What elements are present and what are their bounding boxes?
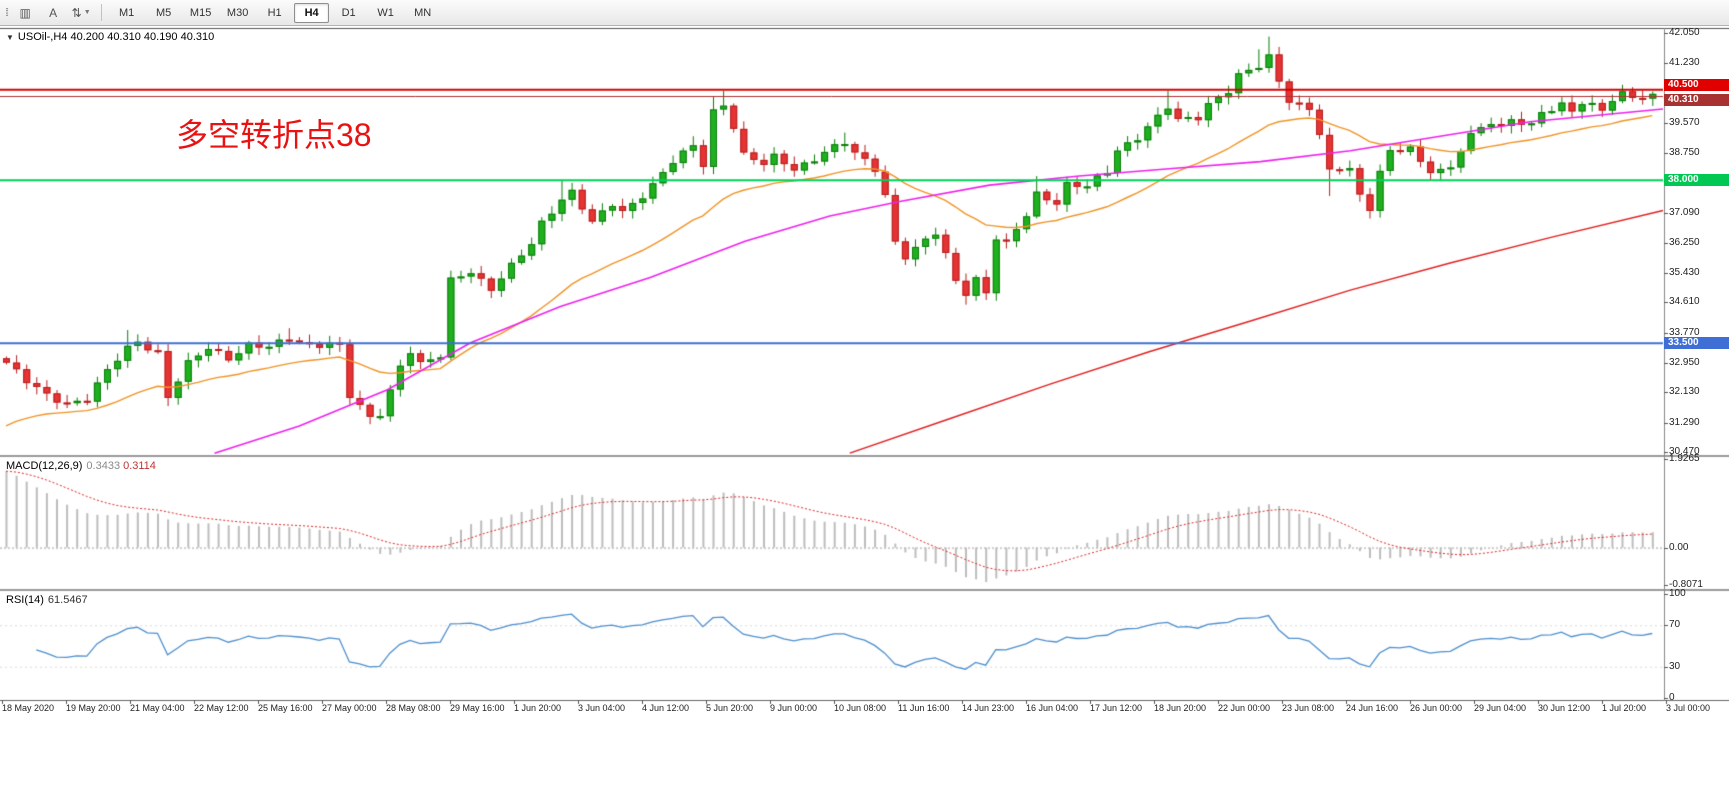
chart-annotation-text[interactable]: 多空转折点38 [176, 117, 372, 153]
price-scale-label: 39.570 [1669, 117, 1700, 128]
time-axis-label: 23 Jun 08:00 [1282, 703, 1335, 713]
time-axis-label: 28 May 08:00 [386, 703, 441, 713]
timeframe-button-d1[interactable]: D1 [341, 6, 356, 19]
price-scale-label: 41.230 [1669, 57, 1700, 68]
timeframe-toolbar: M1 M5 M15 M30 H1 H4 D1 W1 MN [108, 2, 441, 23]
toolbar-separator [101, 4, 103, 21]
time-axis-label: 22 May 12:00 [194, 703, 249, 713]
timeframe-button-mn[interactable]: MN [414, 6, 432, 19]
time-axis-label: 27 May 00:00 [322, 703, 377, 713]
price-scale-label: 37.090 [1669, 207, 1700, 218]
timeframe-button-h4[interactable]: H4 [294, 2, 330, 23]
rsi-scale-label: 70 [1669, 619, 1681, 630]
timeframe-button-m30[interactable]: M30 [226, 6, 249, 19]
rsi-indicator-label: RSI(14) 61.5467 [6, 594, 88, 606]
rsi-scale-label: 100 [1669, 588, 1686, 599]
price-line-value-box: 40.500 [1664, 79, 1729, 91]
time-axis-label: 14 Jun 23:00 [962, 703, 1015, 713]
price-line-value-box: 38.000 [1664, 174, 1729, 186]
tool-icon-group: ▥ A ⇅ ▼ [11, 2, 95, 24]
macd-main-value: 0.3433 [86, 460, 121, 472]
chart-title: ▼ USOil-,H4 40.200 40.310 40.190 40.310 [6, 31, 214, 43]
time-axis-label: 5 Jun 20:00 [706, 703, 754, 713]
price-scale-label: 36.250 [1669, 237, 1700, 248]
time-axis-label: 22 Jun 00:00 [1218, 703, 1271, 713]
cycle-lines-tool[interactable]: ⇅ ▼ [67, 2, 95, 24]
time-axis-label: 16 Jun 04:00 [1026, 703, 1079, 713]
time-axis-label: 9 Jun 00:00 [770, 703, 818, 713]
rsi-value: 61.5467 [47, 594, 88, 606]
collapse-icon[interactable]: ▼ [6, 33, 14, 42]
timeframe-button-m1[interactable]: M1 [118, 6, 135, 19]
time-axis-label: 3 Jul 00:00 [1666, 703, 1711, 713]
time-axis-label: 18 Jun 20:00 [1154, 703, 1207, 713]
timeframe-button-w1[interactable]: W1 [377, 6, 394, 19]
macd-scale-label: 1.9265 [1669, 453, 1700, 464]
price-scale-label: 32.950 [1669, 357, 1700, 368]
price-chart-canvas[interactable] [0, 26, 1729, 794]
time-axis-label: 26 Jun 00:00 [1410, 703, 1463, 713]
time-axis-label: 18 May 2020 [2, 703, 55, 713]
time-axis-label: 30 Jun 12:00 [1538, 703, 1591, 713]
chart-area: ▼ USOil-,H4 40.200 40.310 40.190 40.310 多… [0, 26, 1729, 794]
time-axis-label: 25 May 16:00 [258, 703, 313, 713]
timeframe-button-m15[interactable]: M15 [189, 6, 212, 19]
timeframe-button-m5[interactable]: M5 [155, 6, 172, 19]
time-axis-label: 17 Jun 12:00 [1090, 703, 1143, 713]
symbol-period-label: USOil-,H4 [17, 31, 68, 43]
price-scale-label: 31.290 [1669, 417, 1700, 428]
rsi-scale-label: 0 [1669, 692, 1675, 703]
time-axis-label: 24 Jun 16:00 [1346, 703, 1399, 713]
chart-bar-icon[interactable]: ▥ [11, 2, 39, 24]
price-scale-label: 34.610 [1669, 296, 1700, 307]
macd-scale-label: -0.8071 [1669, 579, 1703, 590]
time-axis-label: 21 May 04:00 [130, 703, 185, 713]
toolbar: ⁞⁞ ▥ A ⇅ ▼ M1 M5 M15 M30 H1 H4 D1 W1 MN [0, 0, 1729, 26]
time-axis-label: 29 Jun 04:00 [1474, 703, 1527, 713]
cycle-lines-tool: ⇅ [71, 5, 82, 20]
price-scale-label: 30.470 [1669, 446, 1700, 457]
dropdown-caret-icon: ▼ [83, 9, 91, 16]
rsi-scale-label: 30 [1669, 661, 1681, 672]
time-axis-label: 1 Jun 20:00 [514, 703, 562, 713]
rsi-name: RSI(14) [6, 594, 44, 606]
price-scale-label: 33.770 [1669, 327, 1700, 338]
price-scale-label: 38.750 [1669, 147, 1700, 158]
macd-scale-label: 0.00 [1669, 542, 1689, 553]
price-line-value-box: 40.310 [1664, 94, 1729, 106]
time-axis-label: 1 Jul 20:00 [1602, 703, 1647, 713]
timeframe-button-h1[interactable]: H1 [267, 6, 282, 19]
text-tool: A [49, 5, 58, 20]
time-axis-label: 10 Jun 08:00 [834, 703, 887, 713]
price-scale-label: 35.430 [1669, 267, 1700, 278]
time-axis-label: 4 Jun 12:00 [642, 703, 690, 713]
macd-signal-value: 0.3114 [123, 460, 156, 472]
price-scale-label: 32.130 [1669, 386, 1700, 397]
price-scale-label: 42.050 [1669, 27, 1700, 38]
time-axis-label: 3 Jun 04:00 [578, 703, 626, 713]
toolbar-grip[interactable]: ⁞⁞ [5, 6, 9, 19]
chart-bar-icon: ▥ [19, 5, 31, 20]
time-axis-label: 29 May 16:00 [450, 703, 505, 713]
text-tool[interactable]: A [39, 2, 67, 24]
macd-indicator-label: MACD(12,26,9) 0.3433 0.3114 [6, 460, 156, 472]
ohlc-values: 40.200 40.310 40.190 40.310 [70, 31, 215, 43]
price-line-value-box: 33.500 [1664, 337, 1729, 349]
time-axis-label: 19 May 20:00 [66, 703, 121, 713]
time-axis-label: 11 Jun 16:00 [898, 703, 950, 713]
macd-name: MACD(12,26,9) [6, 460, 83, 472]
